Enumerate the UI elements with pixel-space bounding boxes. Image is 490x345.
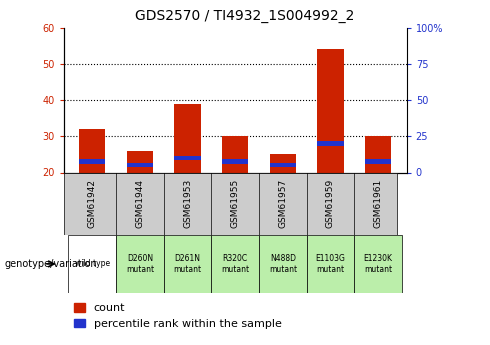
FancyBboxPatch shape — [259, 235, 307, 293]
Bar — [365, 159, 391, 164]
Bar — [365, 136, 391, 172]
Bar — [127, 163, 153, 167]
FancyBboxPatch shape — [307, 235, 354, 293]
Bar — [318, 141, 343, 146]
Legend: count, percentile rank within the sample: count, percentile rank within the sample — [69, 299, 286, 334]
Bar — [270, 155, 296, 172]
Text: GSM61955: GSM61955 — [231, 179, 240, 228]
Text: GDS2570 / TI4932_1S004992_2: GDS2570 / TI4932_1S004992_2 — [135, 9, 355, 23]
Bar — [222, 136, 248, 172]
Bar — [174, 104, 201, 172]
FancyBboxPatch shape — [116, 235, 164, 293]
Bar — [270, 163, 296, 167]
Bar — [127, 151, 153, 172]
Text: wild type: wild type — [74, 259, 110, 268]
Text: D260N
mutant: D260N mutant — [126, 254, 154, 274]
Bar — [222, 159, 248, 164]
Text: GSM61953: GSM61953 — [183, 179, 192, 228]
FancyBboxPatch shape — [64, 172, 397, 235]
Text: GSM61957: GSM61957 — [278, 179, 287, 228]
Text: GSM61942: GSM61942 — [88, 179, 97, 228]
Text: GSM61959: GSM61959 — [326, 179, 335, 228]
Text: D261N
mutant: D261N mutant — [173, 254, 201, 274]
FancyBboxPatch shape — [211, 235, 259, 293]
Bar — [79, 159, 105, 164]
Text: GSM61961: GSM61961 — [373, 179, 383, 228]
Text: R320C
mutant: R320C mutant — [221, 254, 249, 274]
Text: genotype/variation: genotype/variation — [5, 259, 98, 269]
Text: E1103G
mutant: E1103G mutant — [316, 254, 345, 274]
FancyBboxPatch shape — [354, 235, 402, 293]
FancyBboxPatch shape — [164, 235, 211, 293]
Bar — [174, 156, 201, 160]
Bar — [79, 129, 105, 172]
Text: N488D
mutant: N488D mutant — [269, 254, 297, 274]
Text: E1230K
mutant: E1230K mutant — [364, 254, 392, 274]
FancyBboxPatch shape — [69, 235, 116, 293]
Text: GSM61944: GSM61944 — [135, 179, 145, 228]
Bar — [318, 49, 343, 172]
